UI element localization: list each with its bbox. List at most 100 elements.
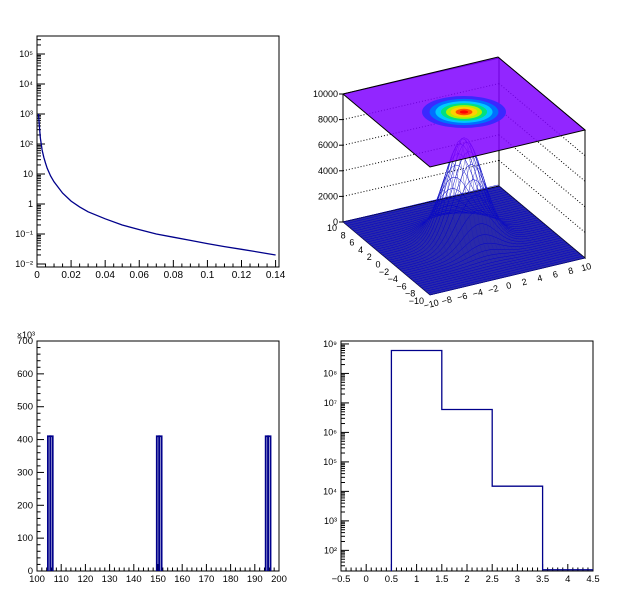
y-tick-label: 10 [23,169,33,179]
y-tick-label: −10 [409,296,424,306]
x-tick-label: 0 [364,574,369,585]
x-tick-label: 190 [247,574,263,585]
y-tick-label: 10⁷ [324,398,337,408]
surface-mesh-line [482,188,570,262]
surface-mesh-line [466,192,555,266]
x-tick-label: −10 [423,297,440,311]
z-tick-label: 10000 [313,89,338,99]
surface-mesh-line [342,221,431,296]
y-tick-label: 100 [17,533,33,544]
y-tick-label: −4 [388,274,398,284]
x-tick-label: 0.5 [385,574,398,585]
x-tick-label: 120 [77,574,93,585]
y-tick-label: 300 [17,467,33,478]
y-tick-label: 10² [324,545,337,555]
surface-mesh-line [373,214,462,288]
surface-mesh-line [443,192,531,272]
panel-4-frame [340,340,594,572]
surface-mesh-line [470,191,559,265]
surface-mesh-line [389,210,477,285]
z-tick-label: 0 [333,217,338,227]
x-tick-label: 130 [102,574,118,585]
y-tick-label: 1 [28,199,33,209]
surface-mesh-line [455,195,543,269]
y-tick-label: 10⁴ [323,486,337,496]
surface-mesh-line [362,217,450,291]
surface-mesh-line [400,190,489,282]
x-tick-label: 140 [126,574,142,585]
y-tick-label: 200 [17,500,33,511]
panel-1-frame [36,35,280,268]
x-tick-label: 4 [565,574,570,585]
surface-mesh-line [369,215,458,289]
surface-mesh-line [474,190,562,264]
surface-mesh-line [381,212,469,286]
x-tick-label: 2.5 [486,574,499,585]
surface-mesh-line [478,189,566,263]
y-tick-label: 700 [17,336,33,347]
x-tick-label: 100 [29,574,45,585]
surface-mesh-line [497,184,586,259]
surface-mesh-line [350,219,438,294]
x-tick-label: 2 [521,276,528,287]
y-tick-label: 10⁵ [19,49,33,59]
y-tick-label: 10⁸ [323,368,337,378]
x-tick-label: 0.02 [61,270,81,281]
x-tick-label: 110 [54,574,69,585]
x-tick-label: −6 [456,291,469,303]
wall-grid-line [498,160,586,233]
y-tick-label: 4 [358,245,363,255]
surface-mesh-line [435,168,524,273]
histogram-step-line [390,349,593,571]
y-tick-label: 10² [20,139,33,149]
x-tick-label: −8 [440,294,453,306]
z-tick-label: 2000 [318,191,338,201]
surface-mesh-line [366,216,454,290]
y-tick-label: 600 [17,369,33,380]
z-tick-label: 8000 [318,115,338,125]
y-tick-label: 10³ [20,109,33,119]
surface-mesh-line [346,220,435,295]
y-tick-label: −6 [396,281,406,291]
histogram-bin [267,435,272,571]
surface-mesh-line [404,175,493,281]
x-tick-label: −4 [471,287,484,299]
surface-mesh-line [354,219,442,293]
panel-2-surface-plot: 0200040006000800010000−10−8−6−4−20246810… [313,56,592,311]
y-tick-label: 10⁵ [323,457,337,467]
y-tick-label: 0 [28,566,33,577]
x-tick-label: 1.5 [435,574,448,585]
x-tick-label: 4.5 [586,574,599,585]
y-tick-label: −2 [379,267,389,277]
x-tick-label: −2 [487,283,500,295]
y-multiplier-label: ×10³ [17,330,35,340]
x-tick-label: 180 [223,574,239,585]
surface-mesh-line [486,187,574,261]
y-tick-label: 10⁶ [323,427,337,437]
y-tick-label: 8 [341,230,346,240]
x-tick-label: 3.5 [536,574,549,585]
y-tick-label: 2 [367,252,372,262]
surface-mesh-line [358,218,446,292]
x-tick-label: 10 [580,261,592,273]
y-tick-label: 10 [327,223,337,233]
x-tick-label: 0 [34,270,40,281]
surface-mesh-line [462,193,551,267]
y-tick-label: 10⁻² [15,259,33,269]
surface-mesh-line [397,204,485,283]
x-tick-label: 0.14 [266,270,286,281]
panel-1-line-plot: 0 0.02 0.04 0.06 0.08 0.1 0.12 0.14 10⁻² 10⁻¹ 1 10 1… [15,35,286,281]
x-tick-label: 4 [536,273,543,284]
y-tick-label: 10⁴ [19,79,33,89]
z-tick-label: 6000 [318,140,338,150]
x-tick-label: 8 [567,265,574,276]
x-tick-label: 0.06 [130,270,150,281]
surface-mesh-line [490,186,578,260]
y-tick-label: 0 [375,260,380,270]
x-tick-label: 0.04 [95,270,115,281]
x-tick-label: −0.5 [332,574,351,585]
surface-mesh-line [451,195,539,270]
function-curve [37,113,276,256]
x-tick-label: 2 [464,574,469,585]
y-tick-label: 10³ [324,516,337,526]
